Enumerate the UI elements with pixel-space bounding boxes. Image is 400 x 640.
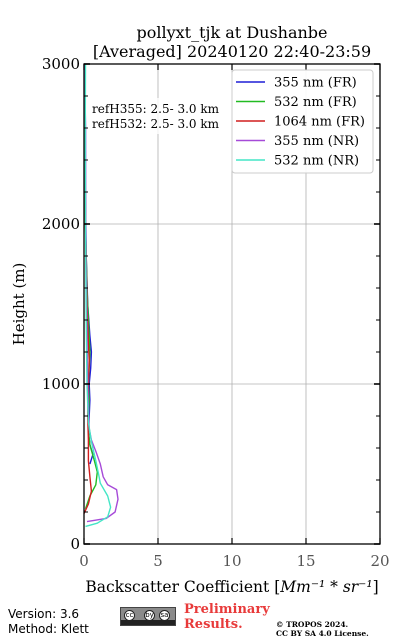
cc-license-badge: cc by sa bbox=[120, 607, 176, 626]
x-axis-label-suffix: ] bbox=[373, 578, 379, 596]
license-badge-bar bbox=[121, 620, 175, 625]
tick-labels: 0 5 10 15 20 0 1000 2000 3000 bbox=[42, 55, 390, 570]
copyright-note: © TROPOS 2024. CC BY SA 4.0 License. bbox=[276, 620, 369, 638]
x-axis-label: Backscatter Coefficient [Mm⁻¹ * sr⁻¹] bbox=[85, 578, 378, 596]
y-axis-label: Height (m) bbox=[10, 263, 28, 346]
x-tick-label: 0 bbox=[79, 552, 89, 570]
version-text: Version: 3.6 bbox=[8, 607, 80, 621]
axis-ticks bbox=[83, 63, 381, 545]
x-tick-label: 20 bbox=[370, 552, 389, 570]
y-tick-label: 0 bbox=[70, 535, 80, 553]
x-tick-label: 10 bbox=[222, 552, 241, 570]
y-tick-label: 1000 bbox=[42, 375, 80, 393]
x-tick-label: 15 bbox=[296, 552, 315, 570]
preliminary-line-1: Preliminary bbox=[184, 602, 270, 617]
annotation-refh532: refH532: 2.5- 3.0 km bbox=[92, 117, 220, 131]
backscatter-profile-chart: pollyxt_tjk at Dushanbe [Averaged] 20240… bbox=[10, 23, 390, 596]
chart-title-line-2: [Averaged] 20240120 22:40-23:59 bbox=[93, 42, 371, 61]
x-tick-label: 5 bbox=[153, 552, 163, 570]
reference-height-annotations: refH355: 2.5- 3.0 km refH532: 2.5- 3.0 k… bbox=[89, 98, 229, 134]
x-axis-label-prefix: Backscatter Coefficient [ bbox=[85, 578, 280, 596]
x-axis-label-unit: Mm⁻¹ * sr⁻¹ bbox=[279, 578, 372, 596]
copyright-line-2: CC BY SA 4.0 License. bbox=[276, 629, 369, 638]
y-tick-label: 2000 bbox=[42, 215, 80, 233]
legend: 355 nm (FR) 532 nm (FR) 1064 nm (FR) 355 nm… bbox=[231, 69, 374, 174]
copyright-line-1: © TROPOS 2024. bbox=[276, 620, 349, 629]
preliminary-line-2: Results. bbox=[184, 617, 243, 632]
y-tick-label: 3000 bbox=[42, 55, 80, 73]
legend-label: 1064 nm (FR) bbox=[274, 115, 365, 130]
legend-label: 532 nm (FR) bbox=[274, 95, 357, 110]
legend-box bbox=[231, 69, 374, 174]
preliminary-results-note: Preliminary Results. bbox=[184, 602, 270, 632]
annotation-background bbox=[89, 98, 229, 134]
annotation-refh355: refH355: 2.5- 3.0 km bbox=[92, 102, 220, 116]
chart-title-line-1: pollyxt_tjk at Dushanbe bbox=[136, 23, 327, 42]
legend-label: 532 nm (NR) bbox=[274, 154, 359, 169]
method-text: Method: Klett bbox=[8, 622, 89, 636]
legend-label: 355 nm (NR) bbox=[274, 134, 359, 149]
legend-label: 355 nm (FR) bbox=[274, 76, 357, 91]
